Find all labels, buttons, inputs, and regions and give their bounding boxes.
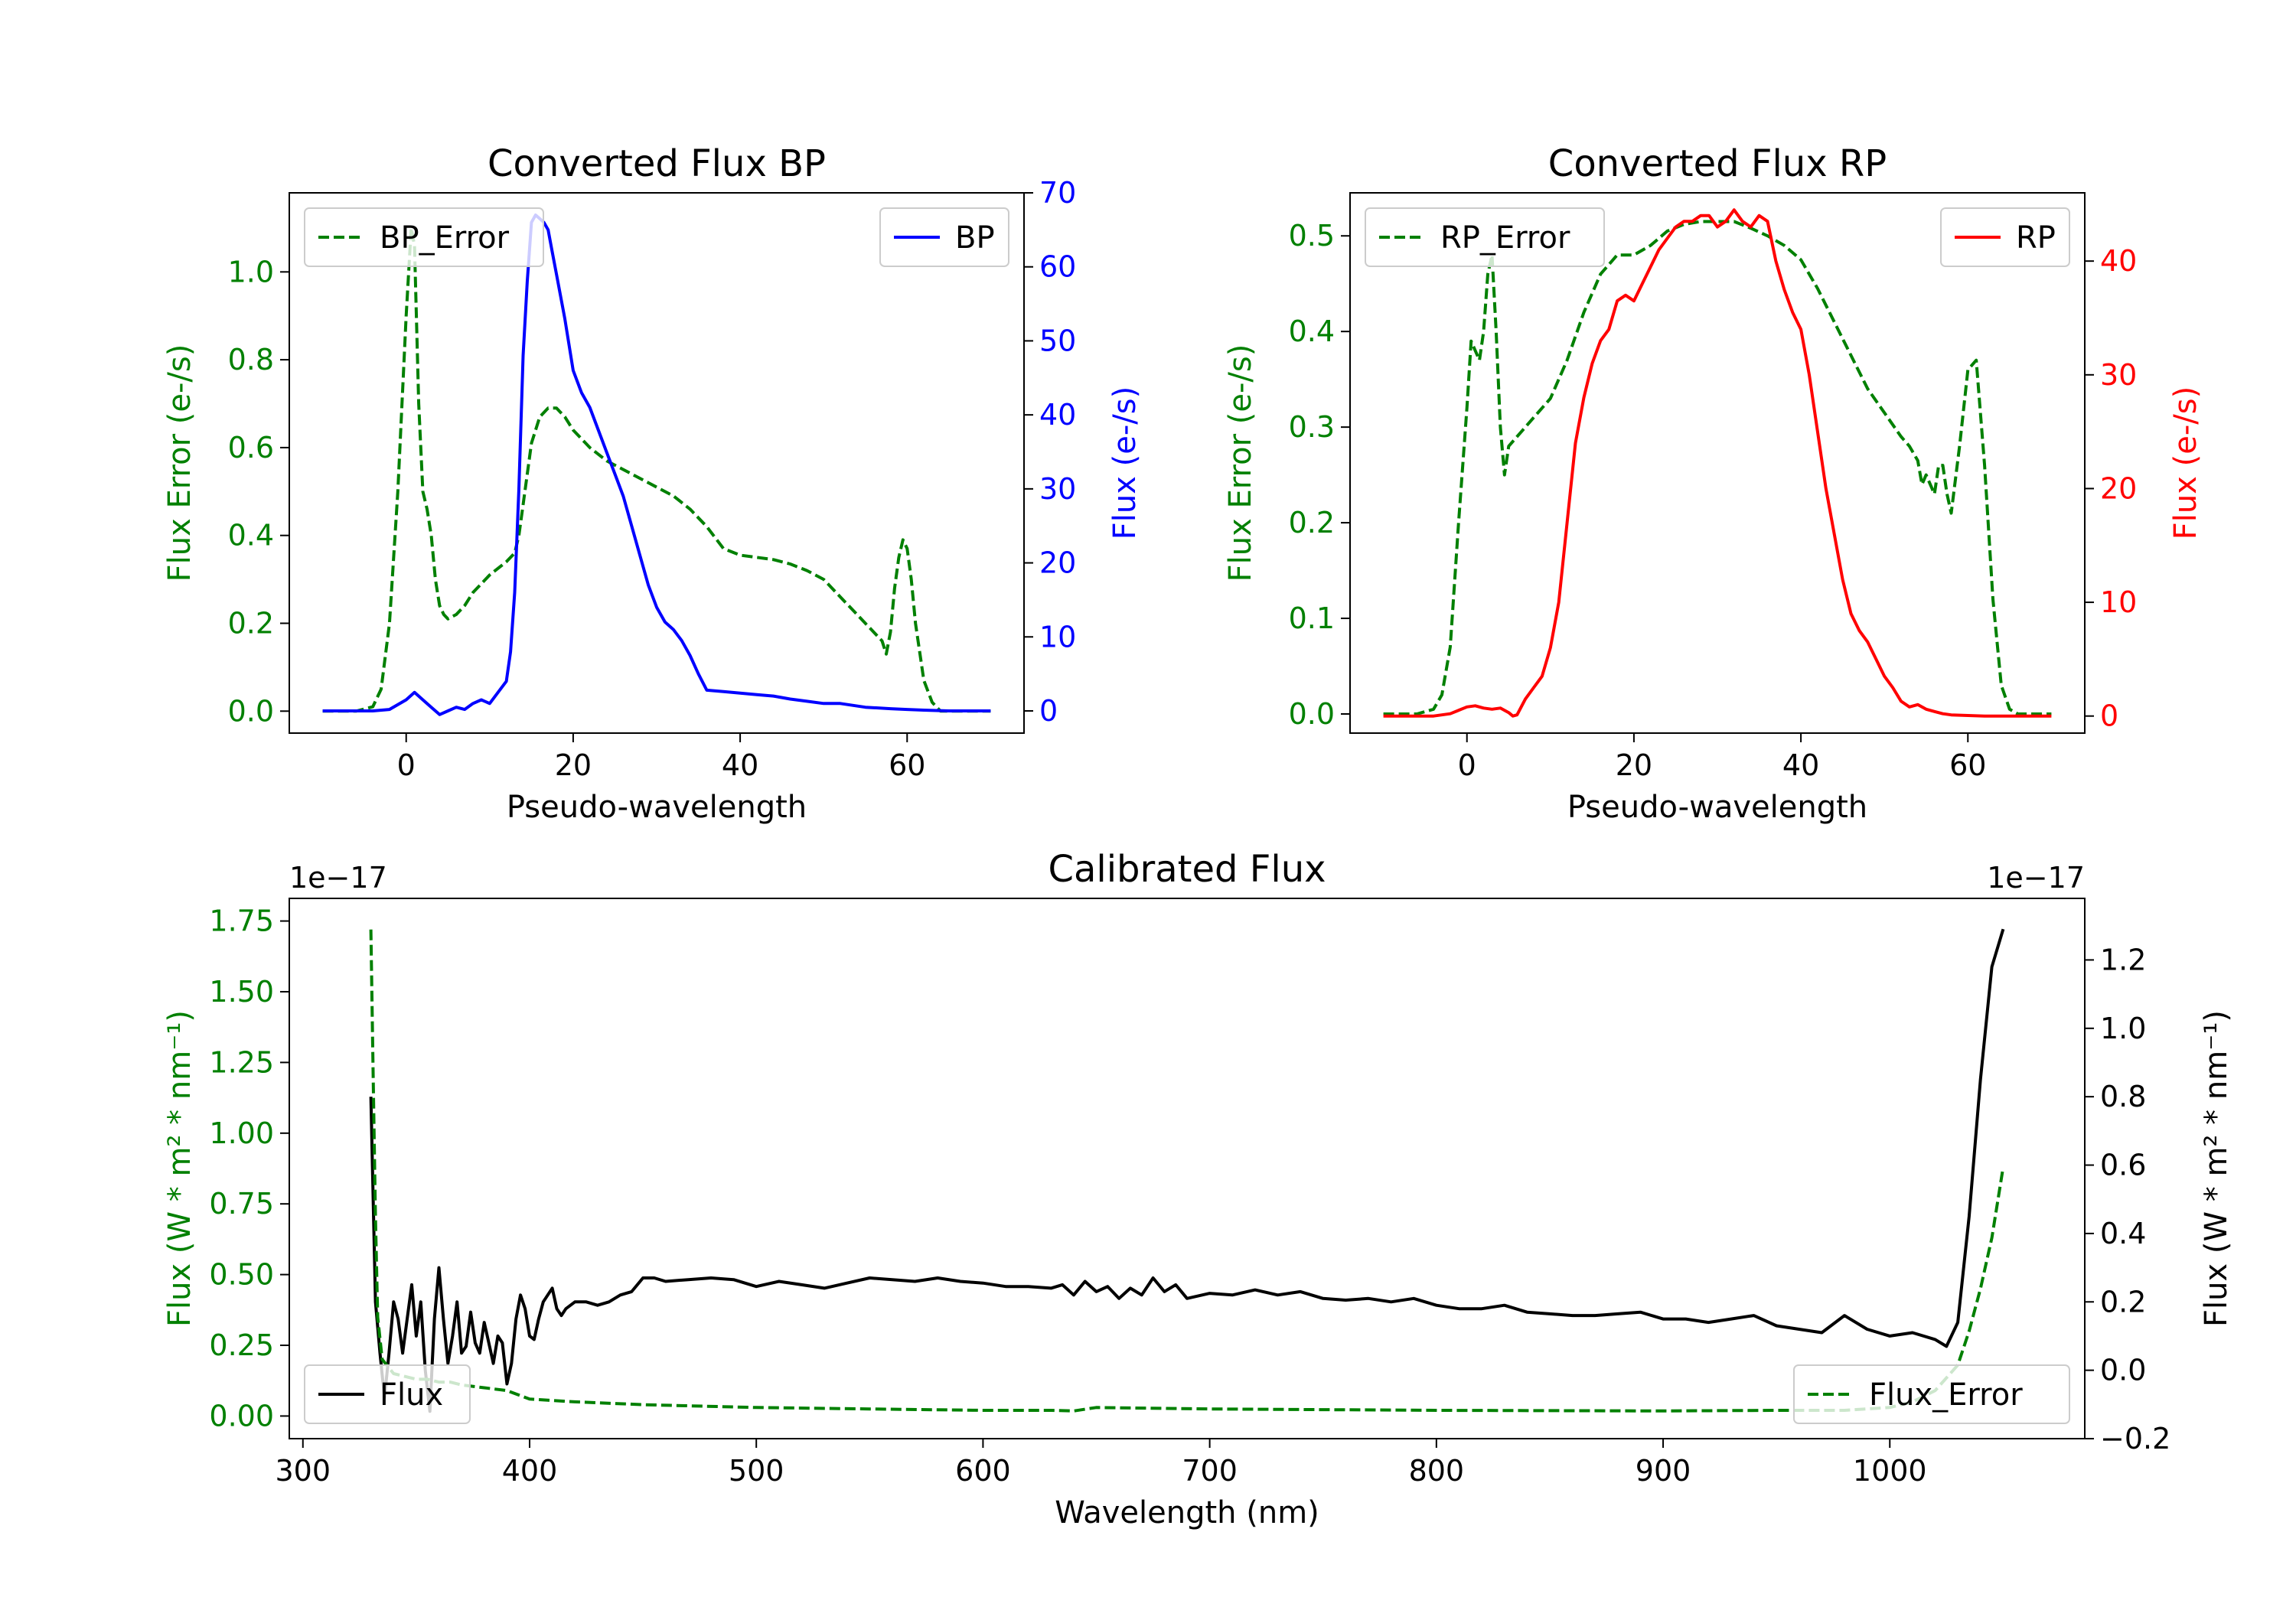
calibrated-axes-frame <box>289 898 2086 1439</box>
rp-legend-label: RP <box>2016 220 2056 256</box>
calibrated-x-tick-label-300: 300 <box>276 1454 331 1488</box>
bp-x-tick-label-20: 20 <box>555 748 592 782</box>
calibrated-right-tick-label-0-0: 0.0 <box>2100 1354 2146 1387</box>
calibrated-x-tick-label-600: 600 <box>955 1454 1011 1488</box>
rp-flux-panel: 0 20 40 60 0.0 0.1 0.2 0.3 0.4 0.5 0 10 20 30 40 Con… <box>1223 142 2203 825</box>
rp-left-axis-label: Flux Error (e-/s) <box>1223 344 1258 582</box>
rp-left-tick-label-0-4: 0.4 <box>1289 315 1335 348</box>
bp-left-axis-label: Flux Error (e-/s) <box>162 344 197 582</box>
calibrated-right-tick-label-0-2: −0.2 <box>2100 1422 2170 1455</box>
bp-x-tick-label-40: 40 <box>722 748 758 782</box>
bp-legend: BP <box>879 207 1009 267</box>
calibrated-series-flux <box>369 928 2005 1413</box>
rp-error-legend-label: RP_Error <box>1440 220 1570 256</box>
calibrated-right-tick-label-1-2: 1.2 <box>2100 943 2146 976</box>
bp-left-tick-label-0-6: 0.6 <box>228 431 274 464</box>
bp-left-tick-label-0-2: 0.2 <box>228 607 274 641</box>
flux-error-legend-label: Flux_Error <box>1869 1377 2023 1413</box>
calibrated-x-axis-label: Wavelength (nm) <box>1055 1495 1319 1530</box>
rp-right-tick-label-0: 0 <box>2100 699 2118 733</box>
calibrated-right-tick-label-0-4: 0.4 <box>2100 1217 2146 1250</box>
bp-series-bp-error <box>322 226 991 713</box>
bp-right-tick-label-70: 70 <box>1039 176 1076 210</box>
bp-right-tick-label-30: 30 <box>1039 472 1076 506</box>
calibrated-x-tick-label-800: 800 <box>1409 1454 1465 1488</box>
calibrated-right-axis-label: Flux (W * m² * nm⁻¹) <box>2199 1010 2234 1327</box>
flux-legend-label: Flux <box>380 1377 443 1413</box>
rp-chart-title: Converted Flux RP <box>1548 142 1887 185</box>
rp-x-tick-label-60: 60 <box>1949 748 1986 782</box>
rp-legend: RP <box>1940 207 2070 267</box>
left-offset-text: 1e−17 <box>289 861 387 895</box>
bp-axes-frame <box>289 192 1025 734</box>
rp-x-tick-label-20: 20 <box>1616 748 1652 782</box>
bp-error-legend-label: BP_Error <box>380 220 510 256</box>
bp-x-tick-label-60: 60 <box>889 748 925 782</box>
calibrated-left-tick-label-0-50: 0.50 <box>209 1258 274 1292</box>
bp-x-axis-label: Pseudo-wavelength <box>507 790 807 825</box>
bp-right-tick-label-20: 20 <box>1039 546 1076 580</box>
bp-x-tick-label-0: 0 <box>397 748 416 782</box>
bp-right-tick-label-60: 60 <box>1039 250 1076 284</box>
rp-right-axis-label: Flux (e-/s) <box>2168 386 2203 539</box>
bp-left-tick-label-0-8: 0.8 <box>228 343 274 376</box>
calibrated-left-tick-label-0-00: 0.00 <box>209 1399 274 1433</box>
calibrated-x-tick-label-400: 400 <box>502 1454 558 1488</box>
right-offset-text: 1e−17 <box>1987 861 2085 895</box>
rp-right-tick-label-20: 20 <box>2100 471 2137 505</box>
rp-left-tick-label-0-5: 0.5 <box>1289 219 1335 253</box>
calibrated-left-tick-label-1-25: 1.25 <box>209 1045 274 1079</box>
rp-series-rp <box>1383 208 2052 718</box>
calibrated-x-tick-label-1000: 1000 <box>1853 1454 1927 1488</box>
rp-right-tick-label-30: 30 <box>2100 358 2137 392</box>
calibrated-left-tick-label-0-75: 0.75 <box>209 1187 274 1221</box>
calibrated-right-tick-label-1-0: 1.0 <box>2100 1012 2146 1045</box>
bp-chart-title: Converted Flux BP <box>488 142 826 185</box>
calibrated-x-tick-label-900: 900 <box>1636 1454 1691 1488</box>
calibrated-left-tick-label-1-50: 1.50 <box>209 975 274 1009</box>
rp-left-tick-label-0-2: 0.2 <box>1289 506 1335 539</box>
flux-legend: Flux <box>304 1364 471 1424</box>
rp-x-tick-label-0: 0 <box>1458 748 1476 782</box>
bp-right-tick-label-50: 50 <box>1039 324 1076 357</box>
calibrated-x-tick-label-500: 500 <box>729 1454 784 1488</box>
bp-series-bp <box>322 214 991 716</box>
bp-right-tick-label-40: 40 <box>1039 398 1076 432</box>
calibrated-left-tick-label-1-75: 1.75 <box>209 905 274 938</box>
bp-right-tick-label-10: 10 <box>1039 620 1076 654</box>
calibrated-x-tick-label-700: 700 <box>1182 1454 1238 1488</box>
rp-right-tick-label-10: 10 <box>2100 585 2137 619</box>
rp-error-legend: RP_Error <box>1365 207 1605 267</box>
calibrated-right-tick-label-0-8: 0.8 <box>2100 1080 2146 1113</box>
bp-right-tick-label-0: 0 <box>1039 694 1058 728</box>
rp-left-tick-label-0-3: 0.3 <box>1289 410 1335 444</box>
rp-right-tick-label-40: 40 <box>2100 244 2137 278</box>
bp-error-legend: BP_Error <box>304 207 544 267</box>
calibrated-left-tick-label-0-25: 0.25 <box>209 1328 274 1362</box>
rp-axes-frame <box>1349 192 2086 734</box>
rp-left-tick-label-0-1: 0.1 <box>1289 601 1335 635</box>
bp-right-axis-label: Flux (e-/s) <box>1107 386 1143 539</box>
bp-legend-label: BP <box>955 220 995 256</box>
calibrated-left-axis-label: Flux (W * m² * nm⁻¹) <box>162 1010 197 1327</box>
bp-left-tick-label-0-4: 0.4 <box>228 519 274 553</box>
rp-x-axis-label: Pseudo-wavelength <box>1567 790 1867 825</box>
rp-x-tick-label-40: 40 <box>1782 748 1819 782</box>
rp-left-tick-label-0-0: 0.0 <box>1289 697 1335 731</box>
calibrated-flux-panel: 300 400 500 600 700 800 900 1000 0.00 0.25 0.50 0.… <box>162 848 2234 1530</box>
flux-error-legend: Flux_Error <box>1793 1364 2070 1424</box>
calibrated-right-tick-label-0-6: 0.6 <box>2100 1149 2146 1182</box>
calibrated-left-tick-label-1-00: 1.00 <box>209 1116 274 1150</box>
rp-series-rp-error <box>1383 220 2052 715</box>
bp-left-tick-label-1-0: 1.0 <box>228 255 274 288</box>
calibrated-right-tick-label-0-2: 0.2 <box>2100 1285 2146 1319</box>
bp-left-tick-label-0-0: 0.0 <box>228 694 274 728</box>
calibrated-chart-title: Calibrated Flux <box>1048 848 1326 891</box>
bp-flux-panel: 0 20 40 60 0.0 0.2 0.4 0.6 0.8 1.0 0 10 20 30 40 50 60… <box>162 142 1143 825</box>
